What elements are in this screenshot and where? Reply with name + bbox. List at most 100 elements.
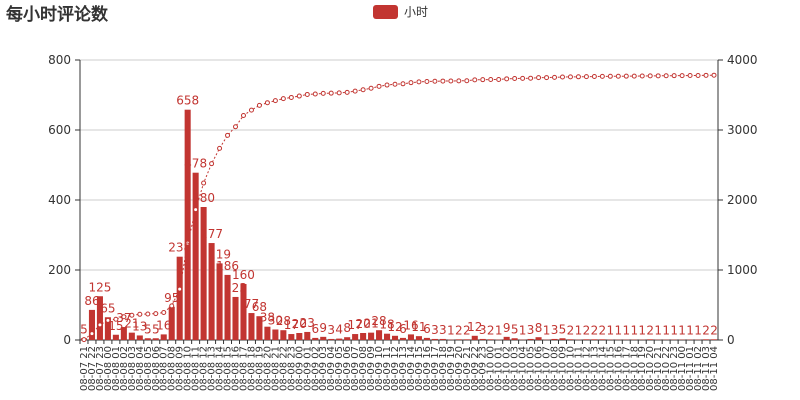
cumulative-point[interactable] [432, 78, 438, 84]
bar[interactable] [415, 336, 422, 340]
cumulative-point[interactable] [623, 73, 629, 79]
bar[interactable] [320, 336, 327, 340]
cumulative-point[interactable] [711, 72, 717, 78]
cumulative-point[interactable] [687, 73, 693, 79]
bar[interactable] [200, 207, 207, 340]
bar[interactable] [591, 339, 598, 340]
cumulative-point[interactable] [472, 77, 478, 83]
cumulative-point[interactable] [312, 91, 318, 97]
cumulative-point[interactable] [583, 74, 589, 80]
bar[interactable] [256, 316, 263, 340]
cumulative-point[interactable] [304, 91, 310, 97]
cumulative-point[interactable] [488, 77, 494, 83]
bar[interactable] [559, 338, 566, 340]
cumulative-point[interactable] [376, 83, 382, 89]
cumulative-point[interactable] [288, 94, 294, 100]
cumulative-point[interactable] [464, 78, 470, 84]
bar[interactable] [471, 335, 478, 340]
cumulative-point[interactable] [591, 74, 597, 80]
cumulative-point[interactable] [129, 312, 135, 318]
cumulative-point[interactable] [264, 100, 270, 106]
bar[interactable] [583, 339, 590, 340]
bar[interactable] [96, 296, 103, 340]
cumulative-point[interactable] [105, 317, 111, 323]
legend[interactable]: 小时 [373, 5, 428, 19]
cumulative-point[interactable] [121, 314, 127, 320]
bar[interactable] [599, 339, 606, 340]
cumulative-point[interactable] [504, 76, 510, 82]
bar[interactable] [120, 327, 127, 340]
cumulative-point[interactable] [615, 73, 621, 79]
bar[interactable] [487, 339, 494, 340]
cumulative-point[interactable] [153, 311, 159, 317]
cumulative-point[interactable] [256, 102, 262, 108]
bar[interactable] [455, 339, 462, 340]
cumulative-point[interactable] [137, 311, 143, 317]
cumulative-point[interactable] [440, 78, 446, 84]
cumulative-point[interactable] [544, 75, 550, 81]
cumulative-point[interactable] [185, 240, 191, 246]
cumulative-point[interactable] [496, 76, 502, 82]
cumulative-point[interactable] [663, 73, 669, 79]
cumulative-point[interactable] [352, 88, 358, 94]
cumulative-point[interactable] [392, 81, 398, 87]
bar[interactable] [360, 333, 367, 340]
legend-swatch[interactable] [373, 5, 398, 19]
bar[interactable] [352, 334, 359, 340]
bar[interactable] [463, 339, 470, 340]
bar[interactable] [399, 337, 407, 340]
bar[interactable] [152, 338, 159, 340]
cumulative-point[interactable] [631, 73, 637, 79]
cumulative-point[interactable] [575, 74, 581, 80]
bar[interactable] [168, 306, 175, 340]
cumulative-point[interactable] [528, 75, 534, 81]
cumulative-point[interactable] [280, 96, 286, 102]
cumulative-point[interactable] [360, 87, 366, 93]
cumulative-point[interactable] [320, 90, 326, 96]
cumulative-point[interactable] [416, 79, 422, 85]
bar[interactable] [216, 263, 223, 340]
cumulative-point[interactable] [97, 322, 103, 328]
cumulative-point[interactable] [400, 81, 406, 87]
bar[interactable] [104, 317, 111, 340]
bar[interactable] [296, 333, 303, 340]
cumulative-point[interactable] [512, 75, 518, 81]
bar[interactable] [479, 338, 486, 340]
bar[interactable] [384, 333, 391, 340]
cumulative-point[interactable] [536, 75, 542, 81]
bar[interactable] [144, 338, 151, 340]
cumulative-point[interactable] [424, 78, 430, 84]
cumulative-point[interactable] [248, 107, 254, 113]
bar[interactable] [511, 338, 518, 340]
cumulative-point[interactable] [201, 180, 207, 186]
cumulative-point[interactable] [448, 78, 454, 84]
bar[interactable] [376, 330, 383, 340]
bar[interactable] [423, 337, 430, 340]
cumulative-point[interactable] [599, 73, 605, 79]
cumulative-point[interactable] [384, 82, 390, 88]
bar[interactable] [248, 313, 255, 340]
bar[interactable] [647, 339, 654, 340]
cumulative-point[interactable] [209, 161, 215, 167]
bar[interactable] [184, 109, 191, 340]
bar[interactable] [304, 331, 311, 340]
cumulative-point[interactable] [296, 93, 302, 99]
cumulative-point[interactable] [520, 75, 526, 81]
cumulative-point[interactable] [272, 98, 278, 104]
cumulative-point[interactable] [169, 303, 175, 309]
bar[interactable] [391, 335, 399, 340]
cumulative-point[interactable] [344, 89, 350, 95]
cumulative-point[interactable] [113, 316, 119, 322]
cumulative-point[interactable] [647, 73, 653, 79]
cumulative-point[interactable] [567, 74, 573, 80]
cumulative-point[interactable] [679, 73, 685, 79]
bar[interactable] [312, 337, 319, 340]
bar[interactable] [264, 326, 271, 340]
bar[interactable] [136, 335, 143, 340]
cumulative-point[interactable] [193, 207, 199, 213]
bar[interactable] [703, 339, 710, 340]
cumulative-point[interactable] [328, 90, 334, 96]
bar[interactable] [192, 172, 199, 340]
cumulative-point[interactable] [233, 124, 239, 130]
bar[interactable] [407, 334, 414, 340]
